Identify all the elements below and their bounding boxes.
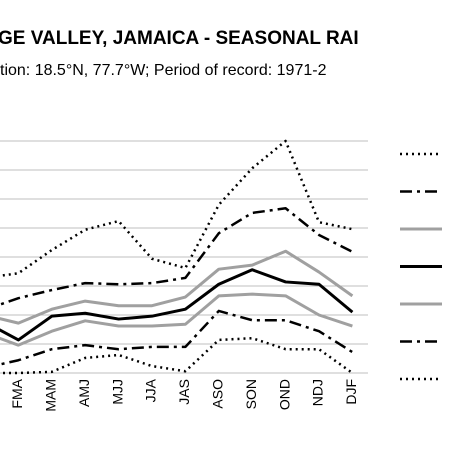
series-line (0, 268, 354, 342)
x-tick-label: JAS (176, 379, 192, 405)
x-tick-label: DJF (343, 379, 359, 405)
series-line (0, 292, 353, 347)
series-line (0, 139, 353, 278)
chart-subtitle: tion: 18.5°N, 77.7°W; Period of record: … (0, 62, 327, 79)
series-line (0, 336, 354, 375)
chart-title: GE VALLEY, JAMAICA - SEASONAL RAI (0, 28, 359, 49)
x-tick-label: NDJ (310, 379, 326, 406)
x-tick-label: FMA (9, 378, 25, 408)
x-tick-label: MAM (43, 379, 59, 412)
x-tick-label: MJJ (109, 379, 125, 405)
x-tick-label: OND (276, 379, 292, 410)
x-tick-label: AMJ (76, 379, 92, 407)
x-tick-label: JJA (143, 378, 159, 402)
series-line (0, 249, 354, 325)
x-tick-label: ASO (210, 379, 226, 409)
series-line (0, 309, 354, 366)
x-tick-label: SON (243, 379, 259, 409)
